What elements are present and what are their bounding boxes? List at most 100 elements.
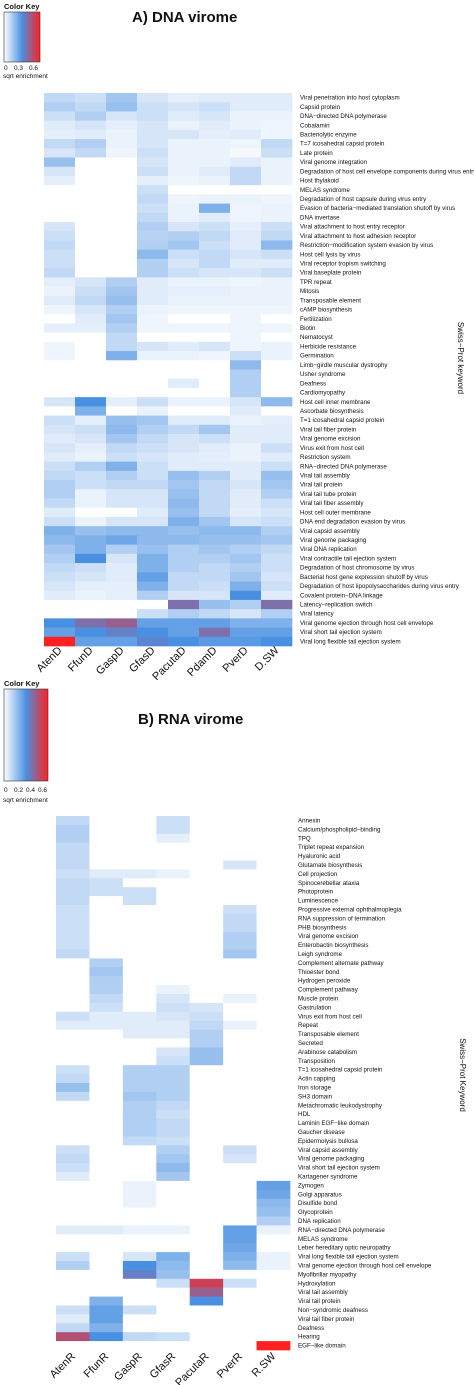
panel-b: Color Key 0 0.2 0.4 0.6 sqrt enrichment … <box>3 679 467 1385</box>
heatmap-cell <box>168 618 200 628</box>
heatmap-cell <box>230 627 262 638</box>
row-label: Iron storage <box>298 1084 332 1091</box>
heatmap-cell <box>230 139 262 149</box>
heatmap-cell <box>56 1109 90 1119</box>
heatmap-cell <box>223 1261 257 1271</box>
heatmap-cell <box>122 1332 157 1342</box>
heatmap-cell <box>75 314 107 324</box>
heatmap-cell <box>256 869 291 879</box>
heatmap-cell <box>199 360 231 370</box>
heatmap-cell <box>122 851 157 861</box>
heatmap-cell <box>75 516 107 527</box>
heatmap-cell <box>137 102 169 112</box>
heatmap-cell <box>189 1278 224 1289</box>
heatmap-cell <box>89 1154 124 1164</box>
heatmap-cell <box>106 360 138 370</box>
heatmap-cell <box>199 599 231 610</box>
heatmap-cell <box>137 434 169 444</box>
heatmap-cell <box>75 175 107 186</box>
heatmap-cell <box>156 1207 191 1217</box>
heatmap-cell <box>56 1011 90 1022</box>
column-label: GaspD <box>94 645 127 678</box>
heatmap-cell <box>256 1341 291 1351</box>
heatmap-cell <box>168 249 200 260</box>
heatmap-cell <box>223 1118 257 1128</box>
heatmap-cell <box>106 304 138 315</box>
heatmap-cell <box>168 470 200 481</box>
heatmap-cell <box>168 102 200 112</box>
heatmap-cell <box>156 1038 191 1048</box>
heatmap-cell <box>122 922 157 933</box>
heatmap-cell <box>230 304 262 315</box>
heatmap-cell <box>261 148 293 158</box>
heatmap-cell <box>156 1305 191 1315</box>
row-label: Transposition <box>298 1058 335 1065</box>
heatmap-cell <box>56 1332 90 1342</box>
heatmap-cell <box>256 1038 291 1048</box>
heatmap-cell <box>137 590 169 601</box>
heatmap-cell <box>261 636 293 647</box>
heatmap-cell <box>189 1243 224 1253</box>
heatmap-cell <box>75 203 107 214</box>
heatmap-cell <box>261 258 293 269</box>
heatmap-cell <box>44 148 76 158</box>
heatmap-cell <box>261 120 293 131</box>
row-label: Nematocyst <box>300 334 333 341</box>
heatmap-cell <box>137 489 169 499</box>
heatmap-cell <box>256 949 291 959</box>
heatmap-cell <box>189 1305 224 1315</box>
heatmap-cell <box>89 824 124 835</box>
heatmap-cell <box>199 415 231 426</box>
heatmap-cell <box>137 563 169 573</box>
heatmap-cell <box>106 480 138 490</box>
heatmap-cell <box>256 1029 291 1039</box>
heatmap-cell <box>122 1047 157 1057</box>
heatmap-cell <box>199 369 231 380</box>
row-label: Viral genome packaging <box>300 537 367 544</box>
heatmap-cell <box>256 1109 291 1119</box>
heatmap-cell <box>168 387 200 398</box>
heatmap-cell <box>44 102 76 112</box>
heatmap-cell <box>168 332 200 343</box>
heatmap-cell <box>89 851 124 861</box>
row-label: Viral tail fiber protein <box>300 426 357 433</box>
row-label: Viral attachment to host adhesion recept… <box>300 233 416 240</box>
heatmap-cell <box>156 816 191 826</box>
heatmap-cell <box>230 535 262 545</box>
heatmap-cell <box>137 452 169 463</box>
heatmap-cell <box>199 516 231 527</box>
row-label: T=7 icosahedral capsid protein <box>300 141 385 148</box>
heatmap-cell <box>89 1065 124 1075</box>
heatmap-cell <box>75 231 107 241</box>
heatmap-cell <box>106 406 138 416</box>
heatmap-cell <box>56 1243 90 1253</box>
heatmap-cell <box>256 1261 291 1271</box>
heatmap-cell <box>230 295 262 306</box>
heatmap-cell <box>89 1163 124 1173</box>
heatmap-cell <box>168 258 200 269</box>
row-label: Transposable element <box>298 1031 359 1038</box>
heatmap-cell <box>56 887 90 897</box>
heatmap-cell <box>168 341 200 352</box>
heatmap-cell <box>223 1091 257 1102</box>
heatmap-cell <box>189 860 224 870</box>
heatmap-cell <box>137 480 169 490</box>
row-label: Host cell lysis by virus <box>300 251 361 258</box>
heatmap-cell <box>156 922 191 933</box>
row-label: Complement alternate pathway <box>298 960 385 967</box>
heatmap-cell <box>56 1074 90 1084</box>
heatmap-cell <box>106 268 138 278</box>
row-label: Viral tail assembly <box>298 1289 349 1296</box>
row-label: Laminin EGF−like domain <box>298 1120 370 1127</box>
heatmap-cell <box>122 1083 157 1093</box>
heatmap-cell <box>199 489 231 499</box>
row-label: TPQ <box>298 835 311 842</box>
heatmap-cell <box>122 1002 157 1013</box>
heatmap-cell <box>261 498 293 509</box>
heatmap-cell <box>230 148 262 158</box>
heatmap-cell <box>223 887 257 897</box>
heatmap-cell <box>223 940 257 950</box>
heatmap-cell <box>189 1127 224 1137</box>
heatmap-cell <box>106 443 138 453</box>
heatmap-cell <box>189 1047 224 1057</box>
